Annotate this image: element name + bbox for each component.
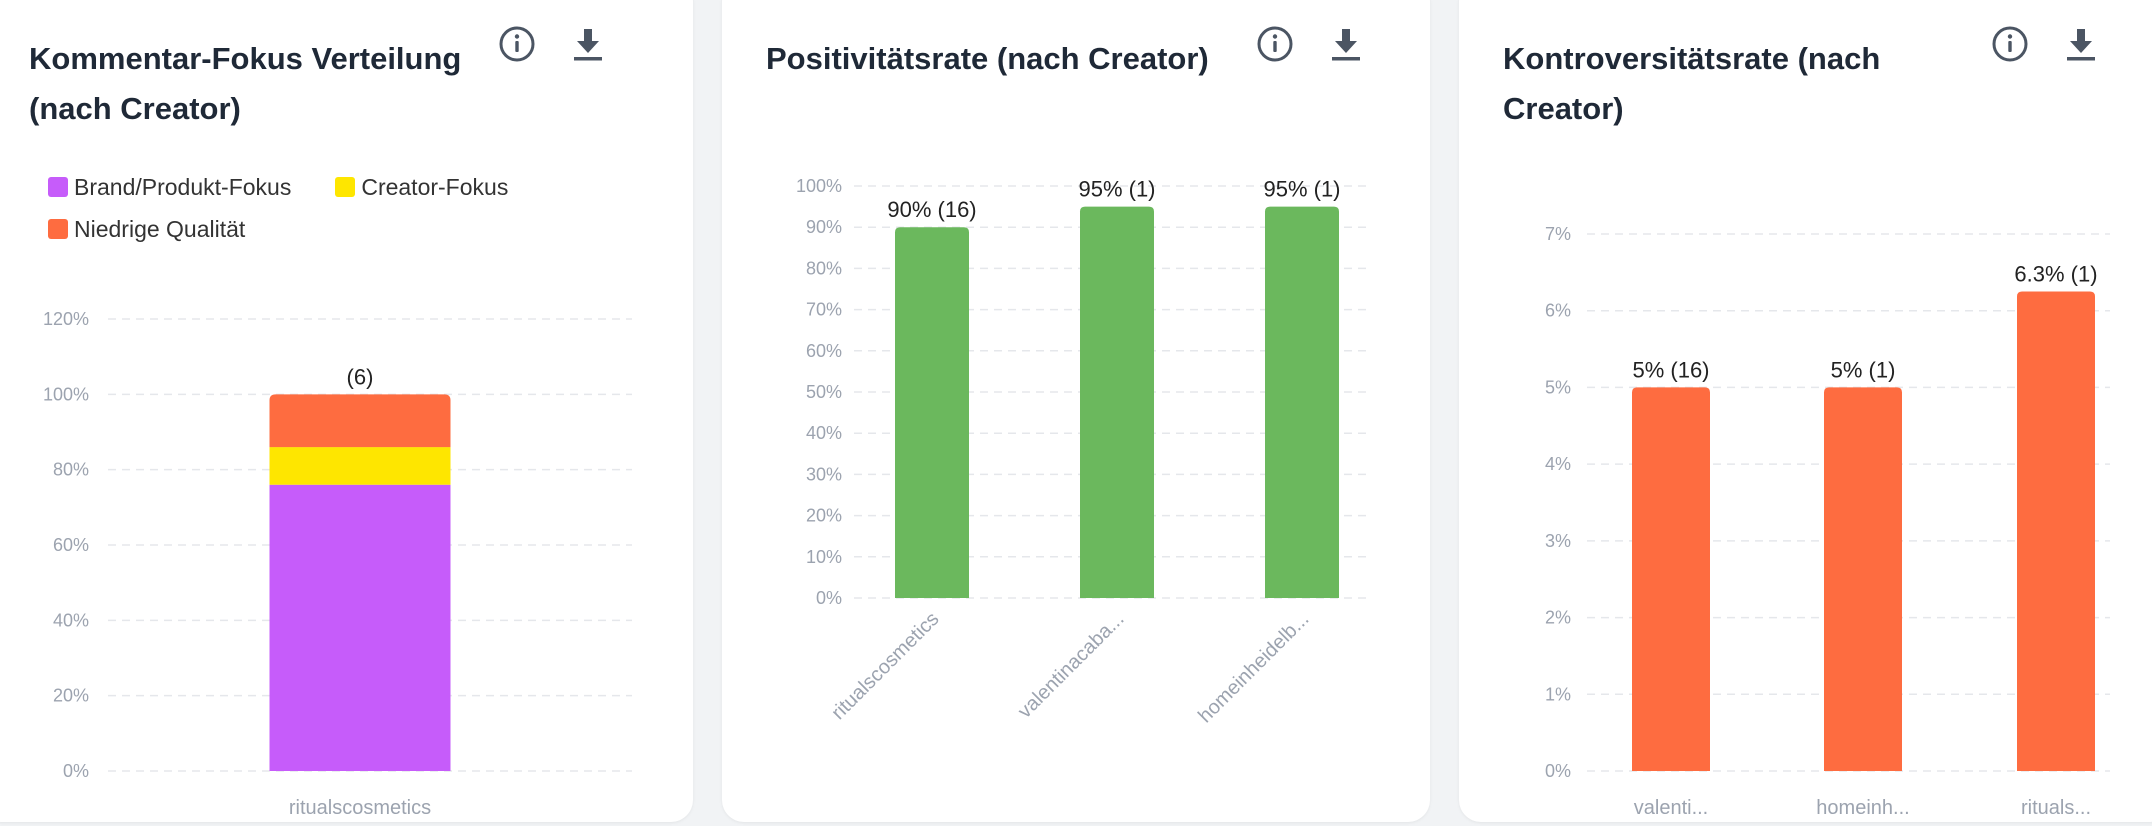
- download-icon: [1332, 29, 1360, 61]
- y-tick-label: 100%: [43, 384, 89, 404]
- y-tick-label: 20%: [806, 506, 842, 526]
- y-tick-label: 5%: [1545, 377, 1571, 397]
- bar: [1080, 206, 1154, 598]
- y-tick-label: 2%: [1545, 608, 1571, 628]
- y-tick-label: 40%: [53, 610, 89, 630]
- data-label: 95% (1): [1078, 177, 1155, 202]
- bar-segment: [269, 447, 451, 485]
- y-tick-label: 0%: [63, 761, 89, 781]
- y-tick-label: 70%: [806, 300, 842, 320]
- y-tick-label: 1%: [1545, 684, 1571, 704]
- download-button[interactable]: [1322, 20, 1370, 68]
- y-tick-label: 4%: [1545, 454, 1571, 474]
- data-label: 5% (16): [1632, 357, 1709, 382]
- y-tick-label: 7%: [1545, 224, 1571, 244]
- x-tick-label: homeinheidelb...: [1194, 608, 1313, 727]
- data-label: 90% (16): [887, 197, 976, 222]
- y-tick-label: 40%: [806, 423, 842, 443]
- x-tick-label: homeinh...: [1816, 797, 1909, 819]
- bar: [1265, 206, 1339, 598]
- download-button[interactable]: [564, 20, 612, 68]
- legend-label: Brand/Produkt-Fokus: [74, 173, 292, 200]
- download-button[interactable]: [2057, 20, 2105, 68]
- download-icon: [2067, 29, 2095, 61]
- legend-item-brand[interactable]: Brand/Produkt-Fokus: [48, 173, 291, 201]
- bar: [1632, 387, 1710, 771]
- y-tick-label: 50%: [806, 382, 842, 402]
- y-tick-label: 120%: [43, 309, 89, 329]
- bar: [1824, 387, 1902, 771]
- legend-item-creator[interactable]: Creator-Fokus: [335, 173, 508, 201]
- x-tick-label: ritualscosmetics: [289, 797, 431, 819]
- y-tick-label: 10%: [806, 547, 842, 567]
- focus-distribution-chart: 0% 20% 40% 60% 80% 100% 120% (6) ritualscosmetic…: [43, 309, 632, 819]
- data-label: 5% (1): [1831, 357, 1896, 382]
- bar-segment: [269, 394, 451, 448]
- y-tick-label: 0%: [1545, 761, 1571, 781]
- x-tick-label: valenti...: [1634, 797, 1708, 819]
- y-tick-label: 60%: [806, 341, 842, 361]
- y-tick-label: 0%: [816, 588, 842, 608]
- bar-segment: [269, 484, 451, 771]
- y-tick-label: 30%: [806, 464, 842, 484]
- card-title: Kommentar-Fokus Verteilung (nach Creator…: [29, 41, 462, 126]
- x-tick-label: ritualscosmetics: [827, 608, 943, 724]
- download-icon: [574, 29, 602, 61]
- legend-label: Niedrige Qualität: [74, 215, 246, 242]
- y-tick-label: 100%: [796, 176, 842, 196]
- legend-swatch: [335, 177, 356, 197]
- y-tick-label: 90%: [806, 217, 842, 237]
- bar: [2017, 291, 2095, 771]
- info-icon: [1992, 26, 2028, 62]
- y-tick-label: 3%: [1545, 531, 1571, 551]
- legend-swatch: [48, 219, 68, 239]
- x-tick-label: rituals...: [2021, 797, 2091, 819]
- y-tick-label: 60%: [53, 535, 89, 555]
- data-label: 6.3% (1): [2014, 262, 2097, 287]
- card-title: Positivitätsrate (nach Creator): [766, 41, 1209, 76]
- legend-swatch: [48, 177, 68, 197]
- positivity-rate-chart: 0% 10% 20% 30% 40% 50% 60% 70% 80% 90% 100% 90% (16…: [796, 176, 1368, 727]
- controversy-rate-chart: 0% 1% 2% 3% 4% 5% 6% 7% 5% (16) valenti... 5% (1) h…: [1545, 224, 2110, 819]
- info-button[interactable]: [493, 20, 541, 68]
- info-icon: [1257, 26, 1293, 62]
- x-tick-label: valentinacaba...: [1014, 608, 1129, 723]
- y-tick-label: 20%: [53, 686, 89, 706]
- controversy-rate-card: Kontroversitätsrate (nach Creator) 0% 1% 2…: [1459, 0, 2152, 822]
- legend-item-low-quality[interactable]: Niedrige Qualität: [48, 215, 245, 243]
- info-button[interactable]: [1986, 20, 2034, 68]
- info-button[interactable]: [1251, 20, 1299, 68]
- info-icon: [499, 26, 535, 62]
- data-label: 95% (1): [1263, 177, 1340, 202]
- y-tick-label: 80%: [53, 460, 89, 480]
- positivity-rate-card: Positivitätsrate (nach Creator) 0% 10% 20%…: [722, 0, 1430, 822]
- y-tick-label: 6%: [1545, 301, 1571, 321]
- data-label: (6): [347, 364, 374, 389]
- bar: [895, 227, 969, 598]
- chart-legend: Brand/Produkt-Fokus Creator-Fokus Niedri…: [48, 173, 568, 243]
- card-title: Kontroversitätsrate (nach Creator): [1503, 41, 1881, 126]
- focus-distribution-card: Kommentar-Fokus Verteilung (nach Creator…: [0, 0, 693, 822]
- y-tick-label: 80%: [806, 258, 842, 278]
- legend-label: Creator-Fokus: [361, 173, 509, 200]
